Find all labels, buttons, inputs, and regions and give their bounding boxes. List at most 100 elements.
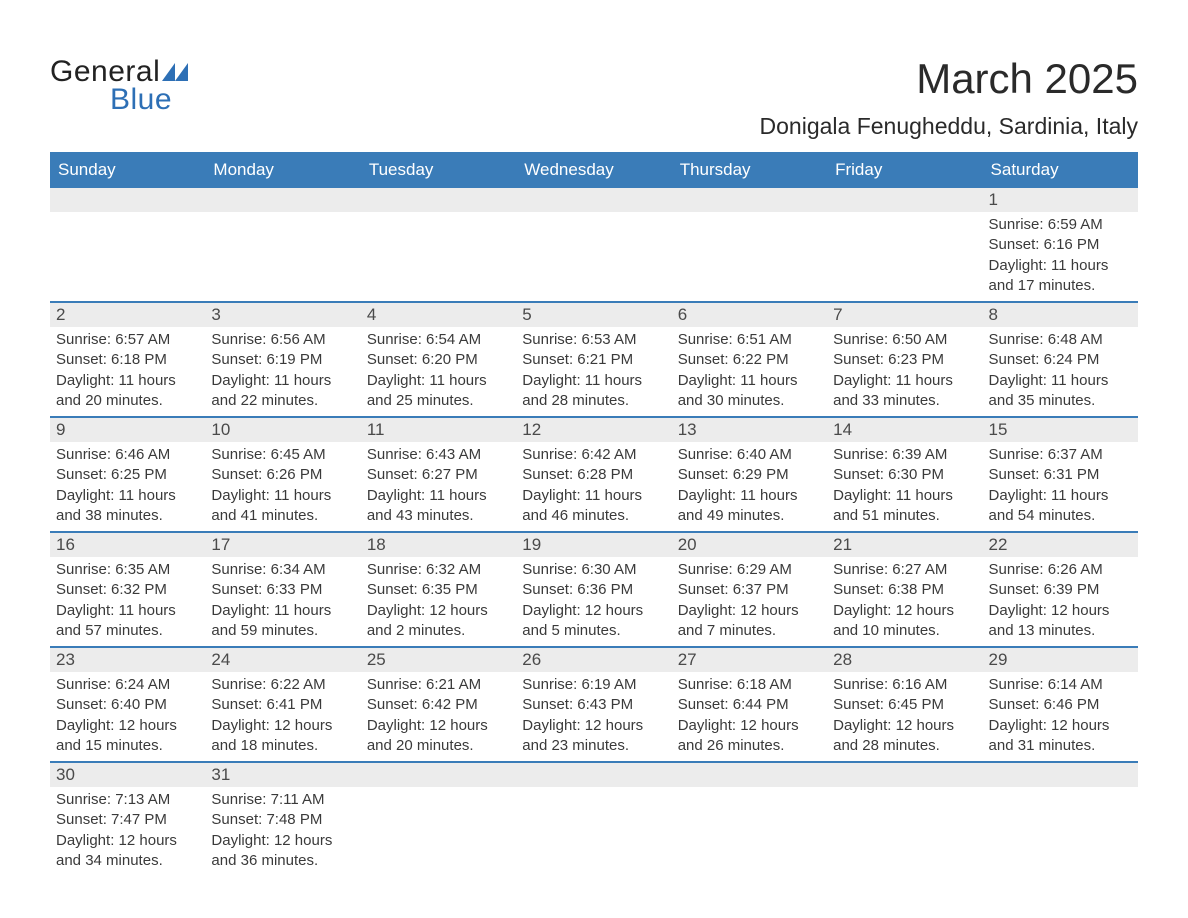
calendar-day-cell: 25Sunrise: 6:21 AMSunset: 6:42 PMDayligh…: [361, 647, 516, 762]
day-number: [672, 188, 827, 212]
sunset-text: Sunset: 6:33 PM: [211, 580, 354, 600]
daylight-text: Daylight: 11 hours and 28 minutes.: [522, 371, 665, 412]
calendar-day-cell: 12Sunrise: 6:42 AMSunset: 6:28 PMDayligh…: [516, 417, 671, 532]
calendar-day-cell: 11Sunrise: 6:43 AMSunset: 6:27 PMDayligh…: [361, 417, 516, 532]
sunset-text: Sunset: 6:27 PM: [367, 465, 510, 485]
calendar-day-cell: 31Sunrise: 7:11 AMSunset: 7:48 PMDayligh…: [205, 762, 360, 876]
calendar-week-row: 2Sunrise: 6:57 AMSunset: 6:18 PMDaylight…: [50, 302, 1138, 417]
calendar-table: SundayMondayTuesdayWednesdayThursdayFrid…: [50, 152, 1138, 876]
daylight-text: Daylight: 11 hours and 54 minutes.: [989, 486, 1132, 527]
daylight-text: Daylight: 12 hours and 15 minutes.: [56, 716, 199, 757]
sunset-text: Sunset: 6:22 PM: [678, 350, 821, 370]
sunrise-text: Sunrise: 6:54 AM: [367, 330, 510, 350]
sunset-text: Sunset: 6:30 PM: [833, 465, 976, 485]
daylight-text: Daylight: 12 hours and 18 minutes.: [211, 716, 354, 757]
daylight-text: Daylight: 11 hours and 30 minutes.: [678, 371, 821, 412]
daylight-text: Daylight: 11 hours and 41 minutes.: [211, 486, 354, 527]
calendar-day-cell: 1Sunrise: 6:59 AMSunset: 6:16 PMDaylight…: [983, 187, 1138, 302]
location: Donigala Fenugheddu, Sardinia, Italy: [760, 113, 1138, 140]
calendar-day-cell: 30Sunrise: 7:13 AMSunset: 7:47 PMDayligh…: [50, 762, 205, 876]
day-details: Sunrise: 6:48 AMSunset: 6:24 PMDaylight:…: [983, 327, 1138, 416]
day-details: Sunrise: 6:39 AMSunset: 6:30 PMDaylight:…: [827, 442, 982, 531]
day-number: 24: [205, 648, 360, 672]
day-details: Sunrise: 7:13 AMSunset: 7:47 PMDaylight:…: [50, 787, 205, 876]
daylight-text: Daylight: 11 hours and 33 minutes.: [833, 371, 976, 412]
day-details: Sunrise: 6:50 AMSunset: 6:23 PMDaylight:…: [827, 327, 982, 416]
day-number: [516, 188, 671, 212]
day-number: 29: [983, 648, 1138, 672]
sunrise-text: Sunrise: 6:22 AM: [211, 675, 354, 695]
calendar-day-cell: [205, 187, 360, 302]
weekday-header: Thursday: [672, 153, 827, 187]
daylight-text: Daylight: 11 hours and 25 minutes.: [367, 371, 510, 412]
sunset-text: Sunset: 6:42 PM: [367, 695, 510, 715]
calendar-day-cell: 26Sunrise: 6:19 AMSunset: 6:43 PMDayligh…: [516, 647, 671, 762]
calendar-day-cell: 5Sunrise: 6:53 AMSunset: 6:21 PMDaylight…: [516, 302, 671, 417]
day-number: 7: [827, 303, 982, 327]
sunset-text: Sunset: 6:31 PM: [989, 465, 1132, 485]
calendar-day-cell: 16Sunrise: 6:35 AMSunset: 6:32 PMDayligh…: [50, 532, 205, 647]
day-number: 3: [205, 303, 360, 327]
calendar-day-cell: 27Sunrise: 6:18 AMSunset: 6:44 PMDayligh…: [672, 647, 827, 762]
day-number: 10: [205, 418, 360, 442]
calendar-day-cell: [827, 187, 982, 302]
daylight-text: Daylight: 11 hours and 49 minutes.: [678, 486, 821, 527]
sunset-text: Sunset: 6:46 PM: [989, 695, 1132, 715]
day-number: 4: [361, 303, 516, 327]
daylight-text: Daylight: 11 hours and 43 minutes.: [367, 486, 510, 527]
calendar-day-cell: 2Sunrise: 6:57 AMSunset: 6:18 PMDaylight…: [50, 302, 205, 417]
daylight-text: Daylight: 12 hours and 5 minutes.: [522, 601, 665, 642]
day-details: Sunrise: 6:37 AMSunset: 6:31 PMDaylight:…: [983, 442, 1138, 531]
day-number: [983, 763, 1138, 787]
day-details: [361, 212, 516, 290]
calendar-day-cell: 23Sunrise: 6:24 AMSunset: 6:40 PMDayligh…: [50, 647, 205, 762]
day-details: [50, 212, 205, 290]
day-details: Sunrise: 6:32 AMSunset: 6:35 PMDaylight:…: [361, 557, 516, 646]
sunrise-text: Sunrise: 6:48 AM: [989, 330, 1132, 350]
day-details: Sunrise: 6:24 AMSunset: 6:40 PMDaylight:…: [50, 672, 205, 761]
sunrise-text: Sunrise: 6:32 AM: [367, 560, 510, 580]
day-number: 17: [205, 533, 360, 557]
daylight-text: Daylight: 12 hours and 2 minutes.: [367, 601, 510, 642]
calendar-day-cell: [361, 762, 516, 876]
day-details: Sunrise: 6:34 AMSunset: 6:33 PMDaylight:…: [205, 557, 360, 646]
calendar-day-cell: 18Sunrise: 6:32 AMSunset: 6:35 PMDayligh…: [361, 532, 516, 647]
sunset-text: Sunset: 6:38 PM: [833, 580, 976, 600]
title-block: March 2025 Donigala Fenugheddu, Sardinia…: [760, 55, 1138, 140]
day-details: [672, 787, 827, 865]
calendar-day-cell: 20Sunrise: 6:29 AMSunset: 6:37 PMDayligh…: [672, 532, 827, 647]
day-number: 27: [672, 648, 827, 672]
calendar-day-cell: 28Sunrise: 6:16 AMSunset: 6:45 PMDayligh…: [827, 647, 982, 762]
calendar-day-cell: 21Sunrise: 6:27 AMSunset: 6:38 PMDayligh…: [827, 532, 982, 647]
day-number: [205, 188, 360, 212]
sunrise-text: Sunrise: 6:57 AM: [56, 330, 199, 350]
sunset-text: Sunset: 6:23 PM: [833, 350, 976, 370]
sunset-text: Sunset: 6:16 PM: [989, 235, 1132, 255]
calendar-day-cell: 29Sunrise: 6:14 AMSunset: 6:46 PMDayligh…: [983, 647, 1138, 762]
day-number: 8: [983, 303, 1138, 327]
sunrise-text: Sunrise: 6:37 AM: [989, 445, 1132, 465]
calendar-day-cell: [827, 762, 982, 876]
day-number: 13: [672, 418, 827, 442]
calendar-day-cell: [361, 187, 516, 302]
day-details: Sunrise: 6:45 AMSunset: 6:26 PMDaylight:…: [205, 442, 360, 531]
calendar-day-cell: [983, 762, 1138, 876]
day-details: Sunrise: 6:27 AMSunset: 6:38 PMDaylight:…: [827, 557, 982, 646]
sunset-text: Sunset: 6:35 PM: [367, 580, 510, 600]
sunrise-text: Sunrise: 6:39 AM: [833, 445, 976, 465]
calendar-day-cell: 22Sunrise: 6:26 AMSunset: 6:39 PMDayligh…: [983, 532, 1138, 647]
day-details: Sunrise: 6:16 AMSunset: 6:45 PMDaylight:…: [827, 672, 982, 761]
day-details: [672, 212, 827, 290]
daylight-text: Daylight: 11 hours and 46 minutes.: [522, 486, 665, 527]
day-details: [827, 787, 982, 865]
weekday-header: Monday: [205, 153, 360, 187]
day-details: Sunrise: 6:51 AMSunset: 6:22 PMDaylight:…: [672, 327, 827, 416]
sunrise-text: Sunrise: 6:45 AM: [211, 445, 354, 465]
day-details: [205, 212, 360, 290]
sunset-text: Sunset: 6:25 PM: [56, 465, 199, 485]
day-number: 28: [827, 648, 982, 672]
sunrise-text: Sunrise: 6:26 AM: [989, 560, 1132, 580]
sunset-text: Sunset: 6:43 PM: [522, 695, 665, 715]
daylight-text: Daylight: 12 hours and 36 minutes.: [211, 831, 354, 872]
day-number: 11: [361, 418, 516, 442]
